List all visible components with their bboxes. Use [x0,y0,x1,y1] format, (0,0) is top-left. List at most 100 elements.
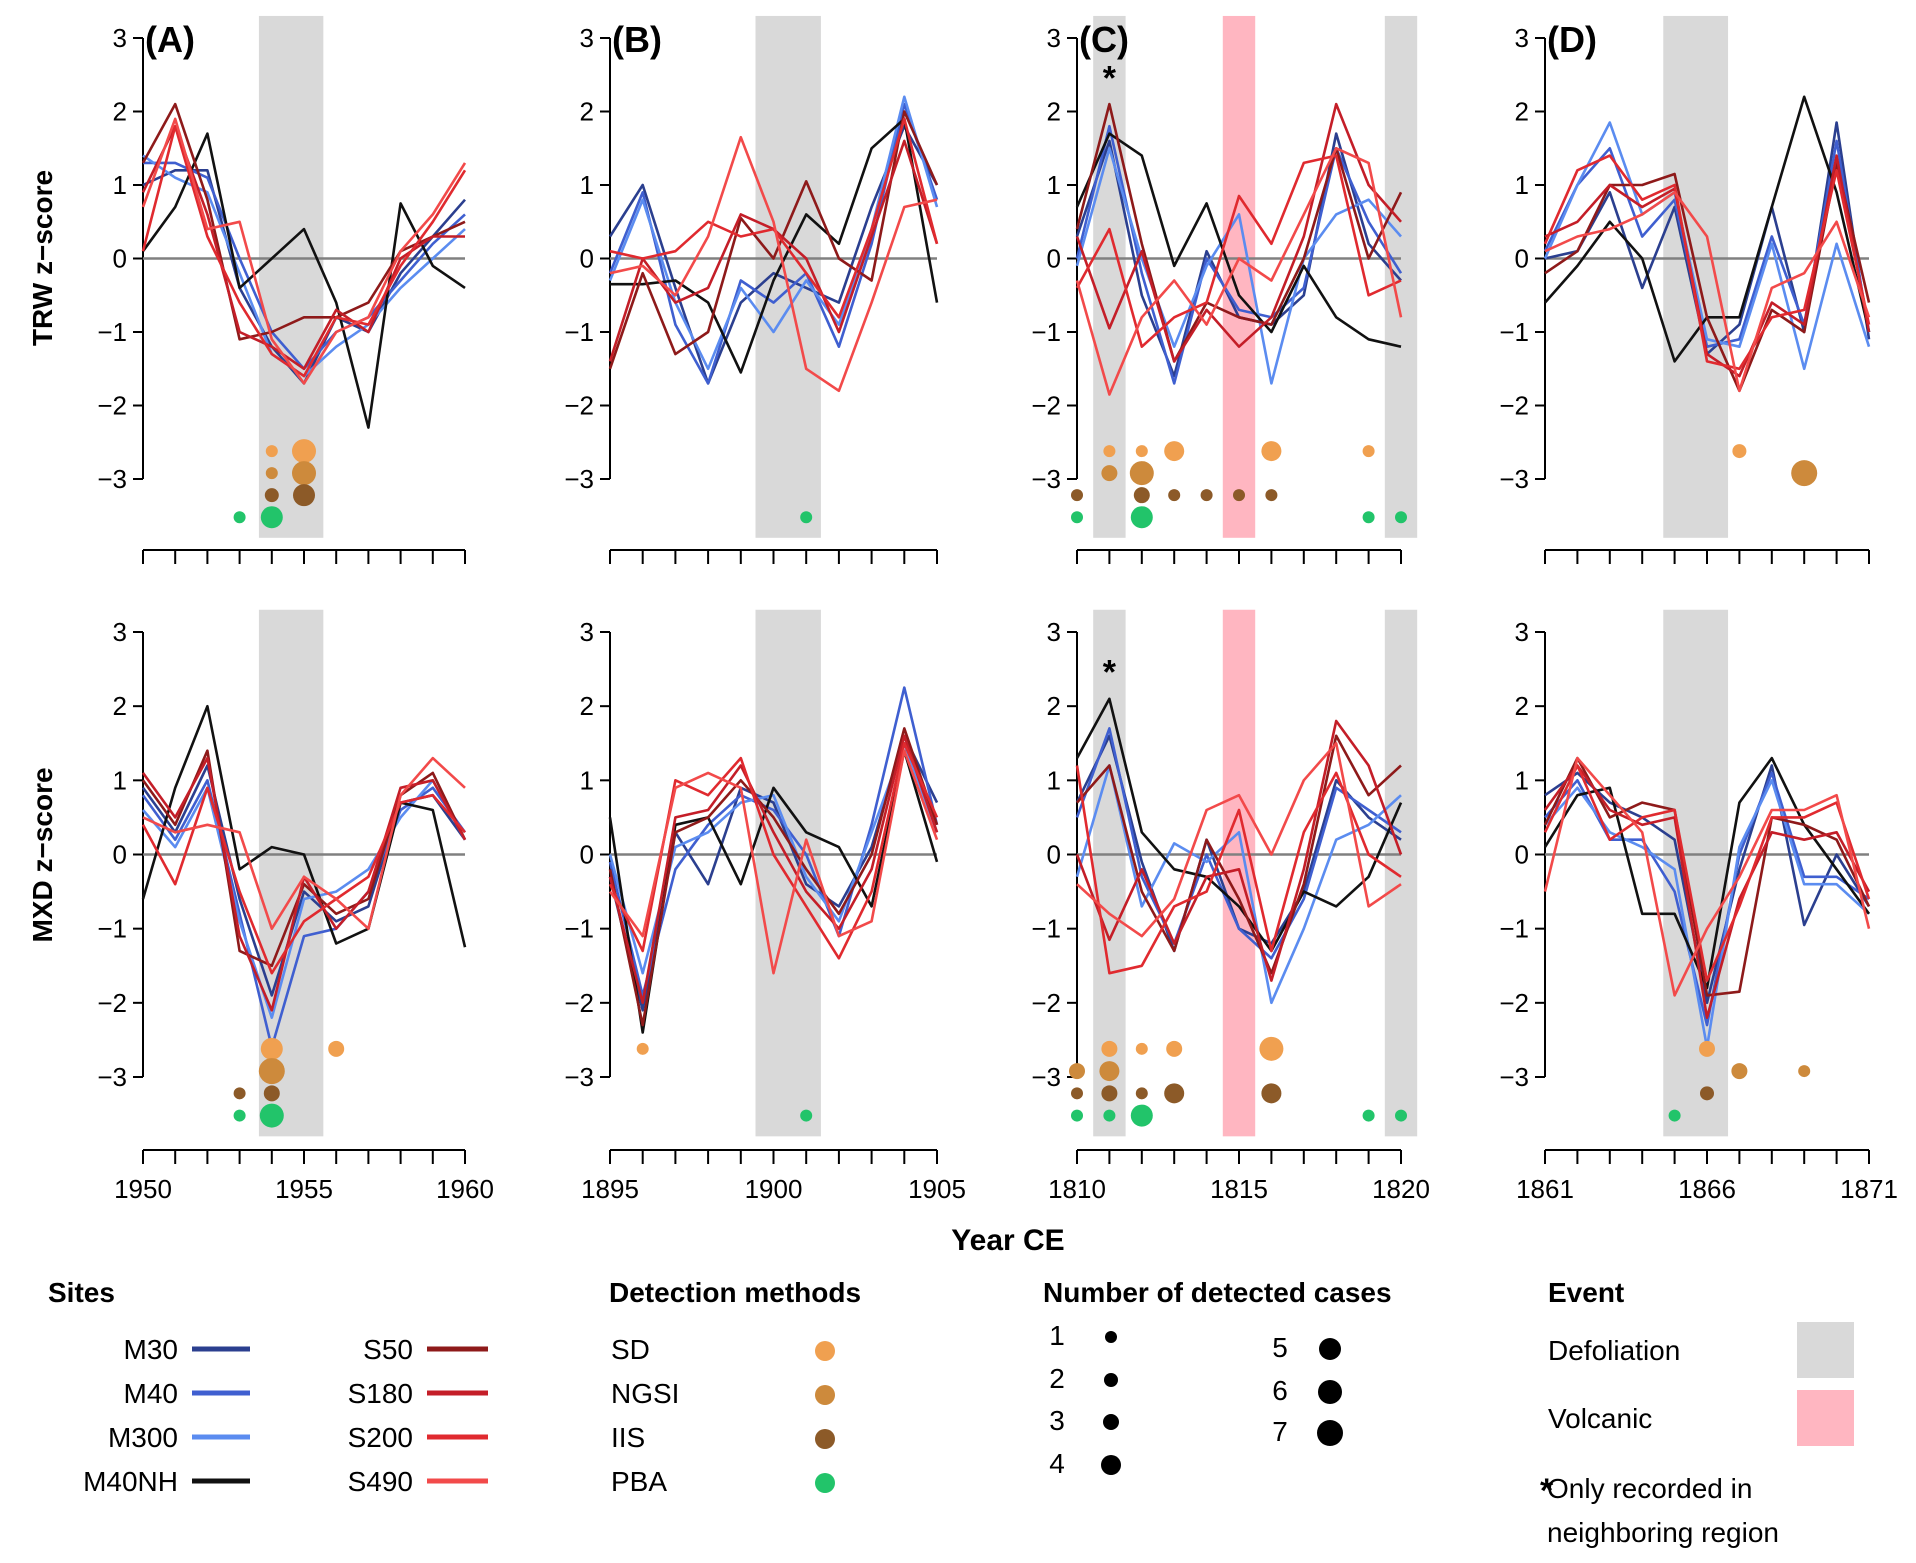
legend-event-label: Volcanic [1548,1403,1652,1434]
detection-dot-sd [1135,445,1148,458]
y-tick-label: 0 [1047,244,1061,274]
y-tick-label: −2 [1031,391,1061,421]
series-line-m300 [1075,147,1402,385]
panel-4-mxd: 3 2 1 0 −1 −2 −3 1861 1866 1871 [1499,609,1898,1204]
legend-case-label: 7 [1272,1416,1288,1447]
detection-dot-pba [233,1109,246,1122]
y-tick-label: 2 [113,691,127,721]
panel-2-trw: 3 2 1 0 −1 −2 −3 (B) [564,15,939,564]
y-tick-label: 0 [1515,244,1529,274]
y-tick-label: 2 [580,97,594,127]
series-line-s180 [1075,719,1403,982]
detection-dot-sd [328,1040,345,1057]
star-marker: * [1103,654,1117,692]
series-line-s490 [1075,147,1403,396]
legend-case-label: 1 [1049,1320,1065,1351]
y-tick-label: −3 [97,1062,127,1092]
detection-dot-pba [800,1109,813,1122]
y-tick-label: 1 [1515,170,1529,200]
y-tick-label: −3 [1499,464,1529,494]
detection-dot-pba [1130,506,1153,529]
y-tick-label: 1 [1047,765,1061,795]
y-tick-label: 3 [580,23,594,53]
defoliation-band [1663,609,1729,1137]
legend-site-label: S50 [363,1334,413,1365]
detection-dot-iis [293,484,315,507]
y-tick-label: 2 [113,97,127,127]
series-line-s490 [141,117,467,385]
series-line-s200 [141,786,466,975]
series-line-s490 [1076,741,1402,938]
y-tick-label: −3 [1499,1062,1529,1092]
detection-dot-ngsi [1798,1065,1811,1078]
legend-cases-title: Number of detected cases [1043,1277,1392,1308]
series-line-s490 [608,749,939,975]
x-tick-label: 1895 [581,1174,639,1204]
defoliation-band [755,15,821,538]
series-line-m40nh [610,117,939,374]
x-tick-label: 1950 [114,1174,172,1204]
detection-dot-pba [1130,1104,1153,1127]
y-tick-label: 0 [580,244,594,274]
legend-site-label: M40NH [83,1466,178,1497]
series-line-m40nh [141,704,467,948]
detection-dot-sd [1699,1040,1715,1057]
series-line-s180 [1543,764,1871,1020]
detection-dot-iis [1261,1083,1282,1104]
detection-dot-pba [1395,511,1407,524]
detection-dot-sd [1164,441,1185,462]
legend-note-text: neighboring region [1547,1517,1779,1548]
legend-case-dot [1104,1373,1118,1387]
y-tick-label: 2 [580,691,594,721]
detection-dot-sd [292,439,316,464]
legend-method-label: IIS [611,1422,645,1453]
y-tick-label: 1 [580,170,594,200]
detection-dot-sd [636,1042,649,1055]
y-tick-label: 3 [1047,617,1061,647]
detection-dot-iis [1071,1087,1083,1100]
detection-dot-iis [233,1087,246,1100]
legend-case-label: 5 [1272,1332,1288,1363]
series-line-m40 [1544,771,1870,1027]
detection-dot-ngsi [1731,1063,1748,1080]
y-tick-label: 3 [113,617,127,647]
detection-dot-ngsi [258,1058,285,1085]
y-tick-label: −3 [564,464,594,494]
series-line-s200 [141,124,467,378]
detection-dot-pba [800,511,813,524]
legend: Sites M30 M40 M300 M40NH S50 S180 S200 S490 Detec… [48,1277,1854,1548]
series-line-s490 [1543,756,1871,997]
detection-dot-pba [233,511,246,524]
detection-dot-ngsi [1101,465,1118,482]
y-tick-label: −1 [1499,914,1529,944]
detection-dot-sd [260,1037,283,1060]
panel-4-trw: 3 2 1 0 −1 −2 −3 (D) [1499,15,1871,564]
y-tick-label: 3 [1515,617,1529,647]
series-line-s490 [609,135,938,393]
series-line-s50 [1543,756,1871,997]
series-line-s200 [1543,764,1871,982]
legend-case-dot [1103,1414,1119,1430]
series-line-m300 [1543,121,1871,371]
panel-label: (D) [1547,19,1597,60]
defoliation-band [1384,15,1418,538]
panel-3-trw: 3 2 1 0 −1 −2 −3 *(C) [1031,15,1418,564]
y-tick-label: 2 [1047,97,1061,127]
x-tick-label: 1866 [1678,1174,1736,1204]
legend-event-swatch [1797,1390,1854,1446]
y-tick-label: −1 [1031,914,1061,944]
panel-2-mxd: 3 2 1 0 −1 −2 −3 1895 1900 1905 [564,609,966,1204]
y-axis-title: MXD z−score [27,767,58,942]
legend-sites-title: Sites [48,1277,115,1308]
defoliation-band [258,15,324,538]
panel-1-mxd: 3 2 1 0 −1 −2 −3 1950 1955 1960 [97,609,494,1204]
y-tick-label: 1 [1515,765,1529,795]
series-line-s200 [1075,154,1402,349]
legend-case-label: 3 [1049,1405,1065,1436]
series-line-m40nh [1075,697,1403,953]
legend-case-label: 2 [1049,1363,1065,1394]
series-line-s50 [141,102,466,341]
y-tick-label: −2 [1499,391,1529,421]
series-line-s50 [1075,102,1403,363]
legend-event-title: Event [1548,1277,1624,1308]
